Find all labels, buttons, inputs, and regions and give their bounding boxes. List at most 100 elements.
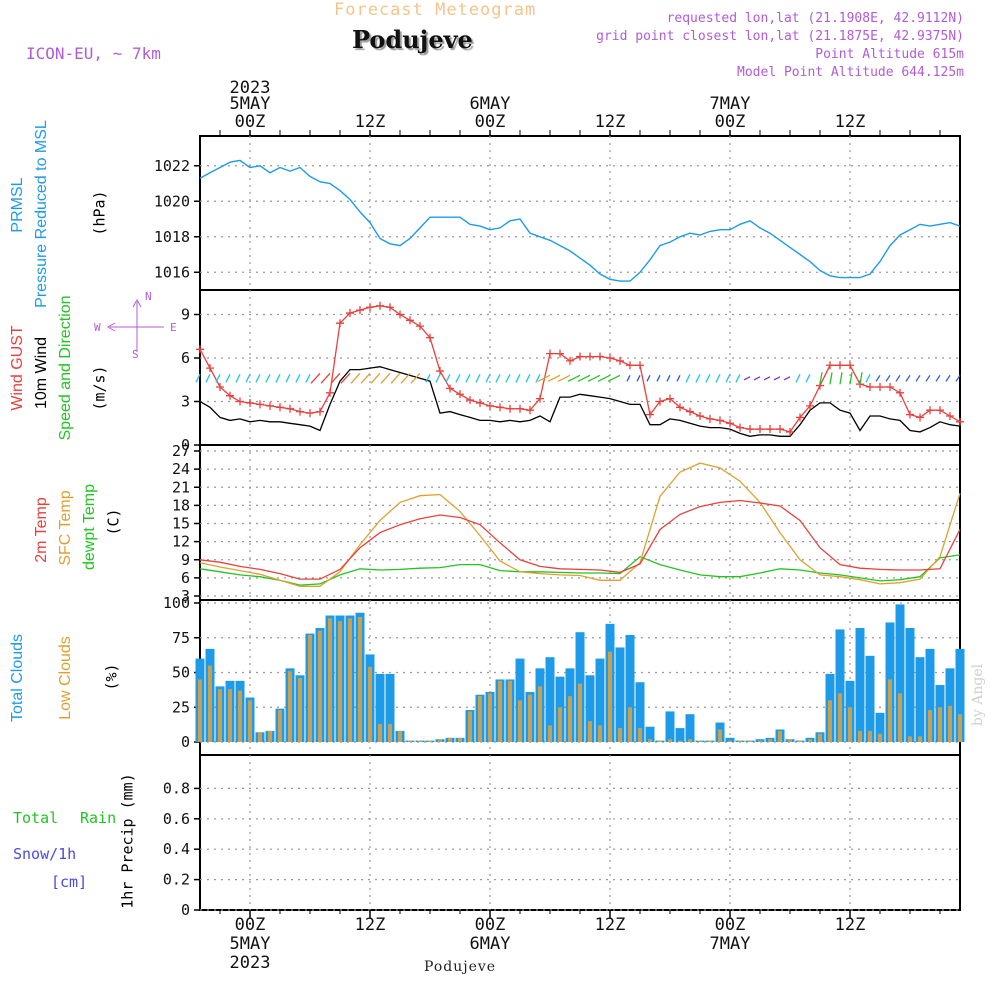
wind-gust-marker xyxy=(426,333,434,342)
wind-gust-marker xyxy=(836,361,844,370)
bottom-time-label: 7MAY xyxy=(710,934,751,954)
wind-direction-arrow xyxy=(849,372,853,385)
low-clouds-bar xyxy=(688,739,692,742)
low-clouds-bar xyxy=(888,679,892,742)
low-clouds-bar xyxy=(578,683,582,742)
low-clouds-bar xyxy=(348,618,352,742)
precipitation-y-tick-label: 0.8 xyxy=(163,779,190,797)
wind-direction-arrow xyxy=(935,374,941,382)
low-clouds-bar xyxy=(398,730,402,742)
wind-direction-arrow xyxy=(626,375,631,382)
total-clouds-bar xyxy=(665,711,675,742)
wind-gust-marker xyxy=(706,414,714,423)
precipitation-panel-frame xyxy=(199,754,961,911)
precipitation-y-tick-label: 0.2 xyxy=(163,871,190,889)
low-clouds-bar xyxy=(358,616,362,742)
total-clouds-bar xyxy=(875,712,885,742)
wind-gust-marker xyxy=(766,425,774,434)
low-clouds-bar xyxy=(378,723,382,742)
low-clouds-bar xyxy=(558,707,562,742)
wind-gust-marker xyxy=(636,361,644,370)
wind-direction-arrow xyxy=(475,374,481,383)
total-clouds-bar xyxy=(905,628,915,742)
top-time-label: 5MAY xyxy=(230,94,271,114)
low-clouds-bar xyxy=(748,740,752,742)
low-clouds-bar xyxy=(448,737,452,742)
wind-gust-marker xyxy=(526,406,534,415)
wind-direction-arrow xyxy=(725,374,731,383)
wind-gust-marker xyxy=(736,423,744,432)
total-clouds-bar xyxy=(725,737,735,742)
total-clouds-bar xyxy=(925,648,935,742)
wind-gust-marker xyxy=(306,409,314,418)
temperature-y-tick-label: 6 xyxy=(181,569,190,587)
wind-direction-arrow xyxy=(380,372,391,384)
pressure-y-tick-label: 1022 xyxy=(154,157,190,175)
bottom-time-label: 00Z xyxy=(235,915,266,935)
wind-gust-marker xyxy=(456,390,464,399)
wind-direction-arrow xyxy=(885,374,891,382)
low-clouds-bar xyxy=(408,740,412,742)
wind-panel-frame xyxy=(199,289,961,446)
low-clouds-bar xyxy=(838,693,842,742)
wind-direction-arrow xyxy=(705,374,711,383)
total-clouds-bar xyxy=(385,673,395,742)
low-clouds-bar xyxy=(868,730,872,742)
low-clouds-bar xyxy=(338,621,342,742)
low-clouds-bar xyxy=(388,723,392,742)
wind-direction-arrow xyxy=(945,374,951,382)
wind-gust-marker xyxy=(486,401,494,410)
wind-direction-arrow xyxy=(485,374,491,383)
low-clouds-bar xyxy=(218,689,222,742)
wind-gust-marker xyxy=(896,388,904,397)
wind-gust-marker xyxy=(916,413,924,422)
wind-direction-arrow xyxy=(505,374,511,383)
wind-direction-arrow xyxy=(410,372,421,384)
low-clouds-bar xyxy=(818,733,822,742)
low-clouds-bar xyxy=(568,696,572,742)
low-clouds-bar xyxy=(528,694,532,742)
wind-gust-marker xyxy=(286,404,294,413)
low-clouds-bar xyxy=(308,634,312,742)
wind-direction-arrow xyxy=(370,372,381,384)
temperature-y-tick-label: 3 xyxy=(181,587,190,605)
wind-gust-marker xyxy=(696,412,704,420)
wind-direction-arrow xyxy=(567,374,581,382)
low-clouds-bar xyxy=(828,700,832,742)
bottom-time-label: 00Z xyxy=(715,915,746,935)
low-clouds-bar xyxy=(518,700,522,742)
wind-direction-arrow xyxy=(915,374,921,382)
wind-direction-arrow xyxy=(557,374,571,382)
low-clouds-bar xyxy=(428,740,432,742)
bottom-time-label: 12Z xyxy=(595,915,626,935)
wind-direction-arrow xyxy=(390,372,401,384)
wind-gust-marker xyxy=(666,394,674,403)
compass-north-label: N xyxy=(145,290,152,303)
total-clouds-bar xyxy=(585,675,595,742)
wind-gust-marker xyxy=(826,361,834,370)
wind-direction-arrow xyxy=(829,372,833,385)
wind-gust-marker xyxy=(436,367,444,376)
total-clouds-bar xyxy=(675,728,685,742)
top-year-label: 2023 xyxy=(230,78,271,98)
wind-direction-arrow xyxy=(865,374,871,383)
top-time-label: 6MAY xyxy=(470,94,511,114)
low-clouds-bar xyxy=(258,732,262,742)
low-clouds-bar xyxy=(678,740,682,742)
temperature-y-tick-label: 24 xyxy=(172,460,190,478)
wind-gust-marker xyxy=(476,398,484,407)
total-clouds-bar xyxy=(545,657,555,742)
wind-gust-marker xyxy=(366,303,374,312)
wind-gust-marker xyxy=(346,309,354,318)
wind-direction-arrow xyxy=(305,374,311,383)
clouds-y-tick-label: 50 xyxy=(172,664,190,682)
wind-gust-marker xyxy=(416,322,424,331)
wind-gust-marker xyxy=(336,319,344,328)
wind-gust-marker xyxy=(246,398,254,407)
wind-y-tick-label: 3 xyxy=(181,393,190,411)
wind-gust-marker xyxy=(876,383,884,391)
low-clouds-bar xyxy=(808,739,812,742)
wind-direction-arrow xyxy=(925,374,931,382)
wind-gust-marker xyxy=(516,404,524,413)
